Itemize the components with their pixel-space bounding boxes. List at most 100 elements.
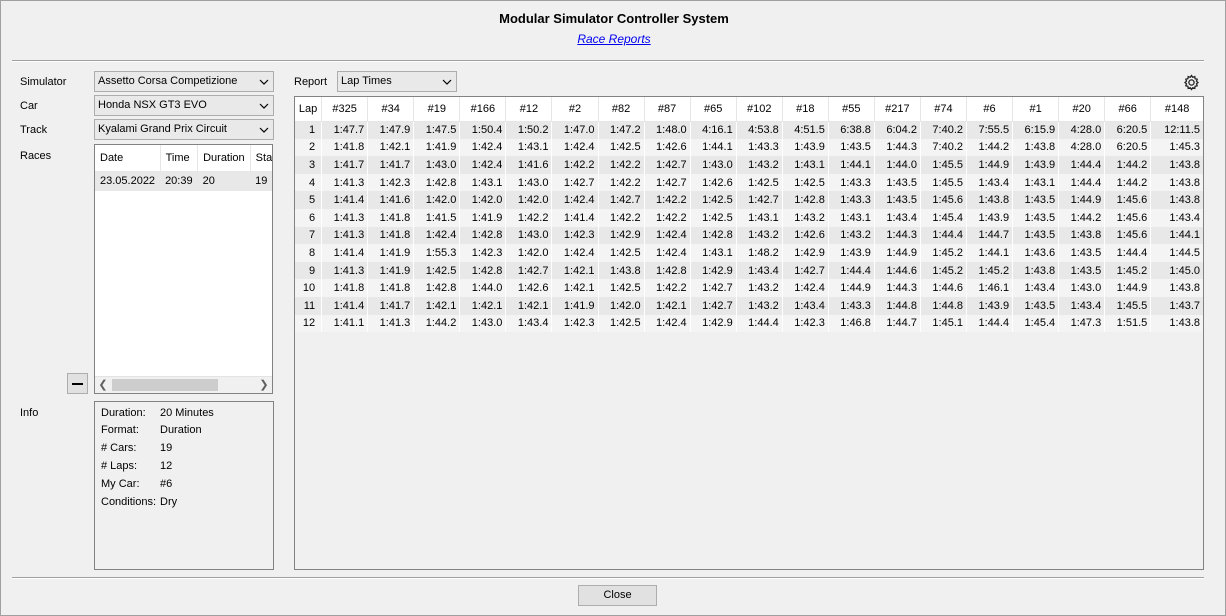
lap-time-cell: 1:43.2 — [736, 296, 783, 315]
col-lap[interactable]: Lap — [295, 97, 323, 122]
lap-times-header: Lap #325 #34 #19 #166 #12 #2 #82 #87 #65 #102 #18 #5… — [295, 97, 1203, 122]
lap-time-cell: 1:42.4 — [551, 191, 599, 209]
lap-time-cell: 1:41.4 — [321, 191, 369, 209]
col-car[interactable]: #82 — [598, 97, 645, 122]
col-car[interactable]: #19 — [413, 97, 461, 122]
races-col-date[interactable]: Date — [95, 145, 161, 171]
lap-number: 12 — [295, 314, 323, 333]
info-my-car: My Car: #6 — [101, 478, 173, 490]
lap-time-cell: 1:42.3 — [459, 244, 507, 262]
lap-time-cell: 1:44.9 — [874, 244, 921, 262]
lap-time-cell: 1:43.8 — [1150, 191, 1203, 209]
col-car[interactable]: #102 — [736, 97, 783, 122]
col-car[interactable]: #6 — [966, 97, 1014, 122]
lap-time-cell: 1:45.6 — [1104, 191, 1152, 209]
lap-time-cell: 1:41.9 — [367, 244, 415, 262]
races-col-starters[interactable]: Sta — [250, 145, 272, 171]
lap-time-cell: 4:28.0 — [1058, 138, 1106, 157]
col-car[interactable]: #20 — [1058, 97, 1106, 122]
lap-time-cell: 1:42.5 — [782, 173, 829, 192]
lap-time-cell: 1:43.9 — [966, 296, 1014, 315]
lap-time-cell: 1:41.8 — [321, 138, 369, 157]
car-dropdown[interactable]: Honda NSX GT3 EVO — [94, 95, 274, 116]
lap-time-cell: 1:42.6 — [782, 226, 829, 245]
lap-time-cell: 1:45.5 — [920, 173, 968, 192]
col-car[interactable]: #325 — [321, 97, 369, 122]
col-car[interactable]: #1 — [1012, 97, 1060, 122]
col-car[interactable]: #65 — [690, 97, 737, 122]
car-label: Car — [20, 100, 38, 112]
lap-time-cell: 12:11.5 — [1150, 121, 1203, 139]
lap-time-cell: 7:40.2 — [920, 121, 968, 139]
races-col-time[interactable]: Time — [160, 145, 199, 171]
lap-time-cell: 1:48.0 — [644, 121, 691, 139]
race-reports-link[interactable]: Race Reports — [577, 32, 651, 46]
lap-number: 1 — [295, 121, 323, 139]
col-car[interactable]: #12 — [505, 97, 553, 122]
track-dropdown[interactable]: Kyalami Grand Prix Circuit — [94, 119, 274, 140]
lap-time-cell: 4:16.1 — [690, 121, 737, 139]
lap-time-cell: 1:41.8 — [367, 279, 415, 297]
races-col-duration[interactable]: Duration — [197, 145, 251, 171]
delete-race-button[interactable] — [67, 373, 88, 394]
scroll-right-icon[interactable]: ❯ — [259, 379, 269, 391]
lap-time-cell: 1:42.8 — [459, 261, 507, 280]
chevron-down-icon — [259, 103, 269, 109]
report-dropdown[interactable]: Lap Times — [337, 71, 457, 92]
lap-row: 4 1:41.3 1:42.3 1:42.8 1:43.1 1:43.0 1:42.7 1:4… — [295, 173, 1203, 192]
scroll-left-icon[interactable]: ❮ — [98, 379, 108, 391]
lap-time-cell: 1:43.4 — [874, 208, 921, 227]
lap-time-cell: 1:44.3 — [874, 226, 921, 245]
lap-time-cell: 1:43.2 — [736, 279, 783, 297]
lap-time-cell: 1:45.5 — [920, 156, 968, 174]
lap-time-cell: 1:42.1 — [367, 138, 415, 157]
col-car[interactable]: #18 — [782, 97, 829, 122]
col-car[interactable]: #87 — [644, 97, 691, 122]
col-car[interactable]: #2 — [551, 97, 599, 122]
races-list[interactable]: Date Time Duration Sta 23.05.2022 20:39 … — [94, 144, 273, 394]
col-car[interactable]: #34 — [367, 97, 415, 122]
races-label: Races — [20, 150, 52, 162]
col-car[interactable]: #148 — [1150, 97, 1203, 122]
lap-time-cell: 1:44.8 — [874, 296, 921, 315]
lap-number: 9 — [295, 261, 323, 280]
col-car[interactable]: #74 — [920, 97, 968, 122]
lap-time-cell: 1:44.2 — [413, 314, 461, 333]
settings-button[interactable] — [1181, 72, 1202, 93]
lap-row: 6 1:41.3 1:41.8 1:41.5 1:41.9 1:42.2 1:41.4 1:4… — [295, 208, 1203, 227]
lap-time-cell: 1:43.0 — [413, 156, 461, 174]
races-hscrollbar[interactable]: ❮ ❯ — [95, 376, 272, 393]
close-button[interactable]: Close — [578, 585, 657, 606]
lap-time-cell: 1:42.4 — [459, 156, 507, 174]
simulator-dropdown[interactable]: Assetto Corsa Competizione — [94, 71, 274, 92]
lap-time-cell: 1:43.6 — [1012, 244, 1060, 262]
lap-time-cell: 1:42.1 — [644, 296, 691, 315]
lap-time-cell: 1:55.3 — [413, 244, 461, 262]
lap-time-cell: 1:41.3 — [321, 208, 369, 227]
col-car[interactable]: #166 — [459, 97, 507, 122]
lap-time-cell: 1:42.6 — [690, 173, 737, 192]
lap-number: 4 — [295, 173, 323, 192]
lap-time-cell: 1:43.5 — [828, 138, 875, 157]
lap-time-cell: 1:44.1 — [690, 138, 737, 157]
report-label: Report — [294, 76, 328, 88]
lap-time-cell: 1:43.4 — [1058, 296, 1106, 315]
lap-time-cell: 1:43.5 — [874, 191, 921, 209]
lap-number: 3 — [295, 156, 323, 174]
lap-time-cell: 1:43.2 — [828, 226, 875, 245]
lap-time-cell: 1:43.1 — [505, 138, 553, 157]
simulator-value: Assetto Corsa Competizione — [98, 75, 238, 87]
lap-time-cell: 1:41.7 — [367, 296, 415, 315]
lap-time-cell: 1:44.1 — [828, 156, 875, 174]
col-car[interactable]: #66 — [1104, 97, 1152, 122]
lap-time-cell: 1:41.4 — [321, 296, 369, 315]
col-car[interactable]: #217 — [874, 97, 921, 122]
lap-time-cell: 1:43.3 — [736, 138, 783, 157]
lap-time-cell: 1:43.9 — [1012, 156, 1060, 174]
col-car[interactable]: #55 — [828, 97, 875, 122]
scroll-thumb[interactable] — [112, 379, 218, 391]
lap-time-cell: 1:44.0 — [874, 156, 921, 174]
lap-time-cell: 1:42.9 — [690, 314, 737, 333]
lap-time-cell: 1:43.2 — [736, 156, 783, 174]
race-row[interactable]: 23.05.2022 20:39 20 19 — [95, 171, 272, 191]
